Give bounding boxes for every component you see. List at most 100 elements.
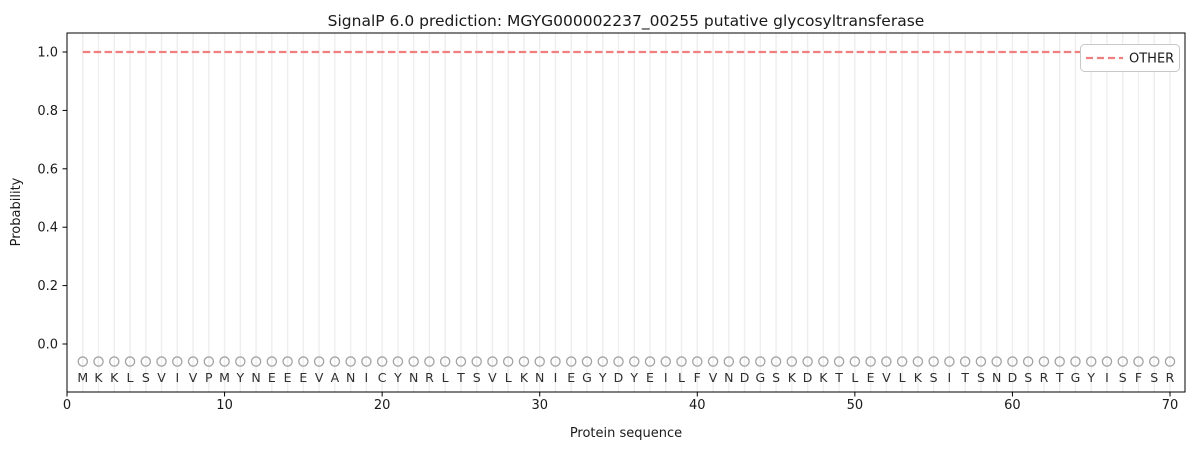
residue-letter: K: [110, 370, 119, 385]
residue-marker-circle: [455, 356, 467, 367]
residue-letter: I: [948, 370, 952, 385]
residue-marker-circle: [881, 356, 892, 367]
residue-letter: T: [960, 370, 969, 385]
residue-marker-circle: [471, 356, 482, 367]
residue-letter: Y: [393, 370, 402, 385]
residue-marker-circle: [944, 356, 955, 367]
residue-marker-circle: [597, 356, 608, 367]
x-tick-label: 50: [847, 398, 864, 413]
y-tick-label: 0.6: [37, 162, 58, 177]
residue-marker-circle: [77, 356, 89, 367]
residue-marker-circle: [140, 356, 152, 367]
residue-letter: M: [77, 370, 88, 385]
residue-letter: L: [505, 370, 512, 385]
residue-letter: I: [365, 370, 369, 385]
residue-marker-circle: [1164, 356, 1176, 367]
y-tick-label: 0.8: [37, 104, 58, 119]
y-axis-label: Probability: [9, 177, 24, 246]
y-tick-label: 0.4: [37, 221, 58, 236]
residue-marker-circle: [282, 356, 293, 367]
residue-letter: F: [694, 370, 701, 385]
residue-marker-circle: [928, 356, 939, 367]
residue-marker-circle: [361, 356, 372, 367]
residue-marker-circle: [93, 356, 104, 367]
residue-marker-circle: [345, 356, 356, 367]
residue-letter: C: [378, 370, 387, 385]
residue-letter: N: [346, 370, 355, 385]
residue-marker-circle: [550, 356, 561, 367]
residue-marker-circle: [376, 356, 388, 367]
residue-marker-circle: [424, 356, 435, 367]
residue-letter: I: [554, 370, 558, 385]
residue-marker-circle: [250, 356, 262, 367]
residue-letter: E: [867, 370, 875, 385]
residue-marker-circle: [187, 356, 199, 367]
residue-marker-circle: [203, 356, 215, 367]
residue-letter: E: [646, 370, 654, 385]
residue-letter: K: [819, 370, 828, 385]
residue-letter: G: [755, 370, 765, 385]
chart-title: SignalP 6.0 prediction: MGYG000002237_00…: [328, 12, 925, 31]
residue-marker-circle: [707, 356, 719, 367]
residue-letter: L: [899, 370, 906, 385]
residue-letter: L: [678, 370, 685, 385]
residue-letter: S: [1024, 370, 1032, 385]
residue-marker-circle: [581, 356, 593, 367]
residue-marker-circle: [692, 356, 703, 367]
residue-letter: N: [409, 370, 418, 385]
residue-marker-circle: [439, 356, 451, 367]
residue-marker-circle: [975, 356, 987, 367]
residue-letter: K: [520, 370, 529, 385]
legend-label-other: OTHER: [1129, 52, 1174, 67]
residue-letter: I: [1105, 370, 1109, 385]
residue-letter: S: [142, 370, 150, 385]
residue-letter: Y: [629, 370, 638, 385]
residue-letter: D: [1008, 370, 1018, 385]
residue-letter: T: [456, 370, 465, 385]
residue-marker-circle: [1133, 356, 1144, 367]
residue-marker-circle: [786, 356, 798, 367]
residue-marker-circle: [959, 356, 971, 367]
y-tick-label: 0.0: [37, 338, 58, 353]
residue-marker-circle: [912, 356, 924, 367]
residue-letter: R: [425, 370, 434, 385]
residue-marker-circle: [565, 356, 577, 367]
residue-letter: Y: [1086, 370, 1095, 385]
residue-letter: S: [977, 370, 985, 385]
residue-marker-circle: [1101, 356, 1113, 367]
residue-marker-circle: [629, 356, 640, 367]
residue-letter: E: [567, 370, 575, 385]
residue-marker-circle: [676, 356, 687, 367]
residue-marker-circle: [487, 356, 498, 367]
x-tick-label: 30: [531, 398, 548, 413]
residue-letter: V: [157, 370, 166, 385]
residue-marker-circle: [818, 356, 829, 367]
residue-marker-circle: [739, 356, 750, 367]
residue-marker-circle: [235, 356, 246, 367]
residue-letter: L: [851, 370, 858, 385]
residue-marker-circle: [313, 356, 325, 367]
residue-letter: V: [189, 370, 198, 385]
residue-letter: D: [614, 370, 624, 385]
y-tick-label: 0.2: [37, 279, 58, 294]
residue-letter: D: [740, 370, 750, 385]
residue-marker-circle: [865, 356, 876, 367]
residue-letter: S: [473, 370, 481, 385]
residue-letter: N: [535, 370, 544, 385]
residue-letter: N: [992, 370, 1001, 385]
residue-marker-circle: [329, 356, 341, 367]
residue-marker-circle: [534, 356, 545, 367]
residue-letter: Y: [236, 370, 245, 385]
residue-letter: M: [219, 370, 230, 385]
residue-marker-circle: [124, 356, 136, 367]
residue-marker-circle: [1117, 356, 1128, 367]
residue-marker-circle: [833, 356, 845, 367]
residue-marker-circle: [613, 356, 624, 367]
legend: OTHER: [1080, 44, 1180, 72]
residue-letter: E: [299, 370, 307, 385]
axis-ticks: 0 10 20 30 40 50 60 70 0.0 0.2 0.4 0.6 0.8 1.0: [37, 46, 1178, 414]
residue-marker-circle: [518, 356, 530, 367]
residue-marker-circle: [802, 356, 813, 367]
